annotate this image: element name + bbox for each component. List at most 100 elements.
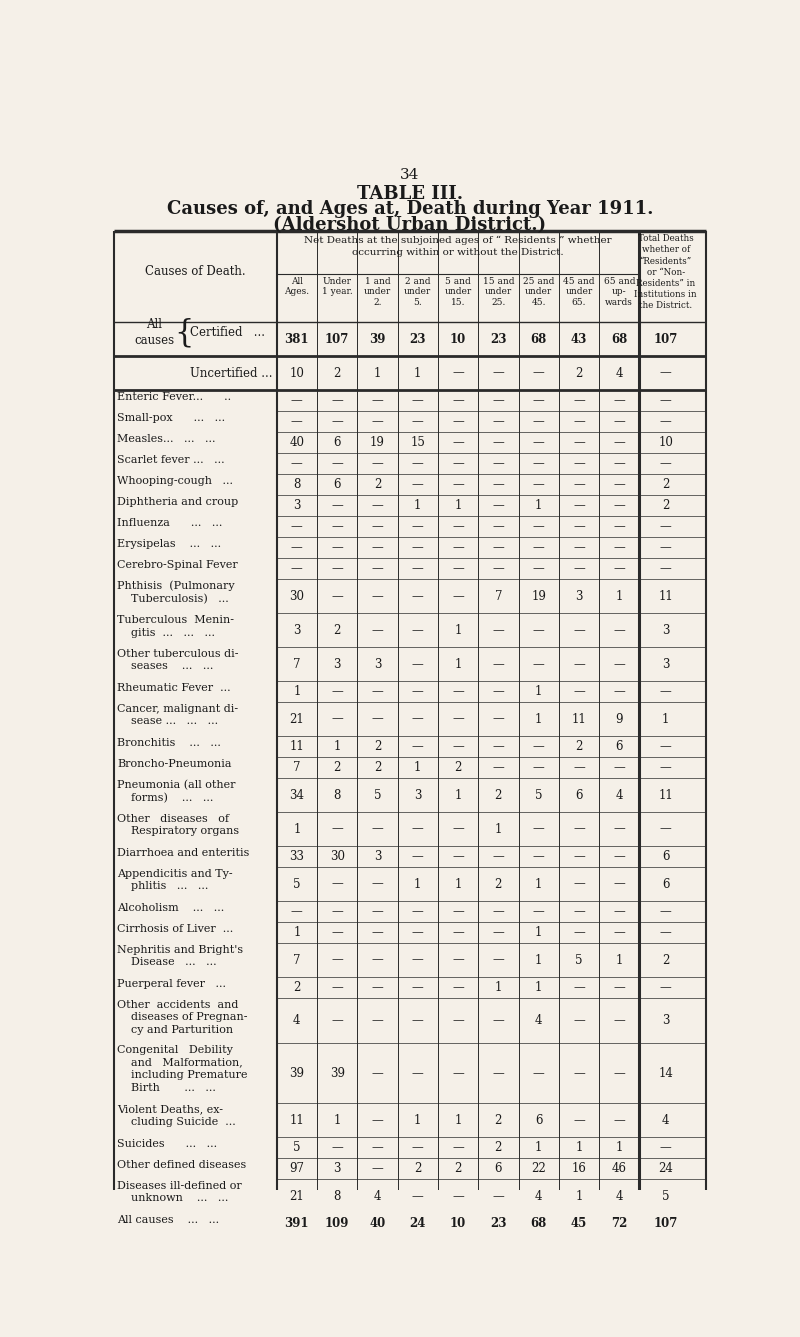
Text: —: — <box>614 927 625 939</box>
Text: 3: 3 <box>414 789 422 802</box>
Text: —: — <box>493 850 504 864</box>
Text: —: — <box>452 1140 464 1154</box>
Text: 10: 10 <box>658 436 673 449</box>
Text: —: — <box>452 436 464 449</box>
Text: 16: 16 <box>571 1162 586 1175</box>
Text: —: — <box>412 520 424 533</box>
Text: —: — <box>493 457 504 471</box>
Text: 43: 43 <box>570 333 587 346</box>
Text: —: — <box>371 713 383 726</box>
Text: —: — <box>573 685 585 698</box>
Text: 24: 24 <box>410 1217 426 1230</box>
Text: —: — <box>371 541 383 555</box>
Text: 8: 8 <box>334 1190 341 1202</box>
Text: —: — <box>452 981 464 993</box>
Text: Puerperal fever   ...: Puerperal fever ... <box>117 979 226 988</box>
Text: —: — <box>371 520 383 533</box>
Text: —: — <box>291 457 302 471</box>
Text: 46: 46 <box>612 1162 626 1175</box>
Text: 2: 2 <box>494 789 502 802</box>
Text: —: — <box>331 981 343 993</box>
Text: 3: 3 <box>334 658 341 671</box>
Text: 2: 2 <box>494 877 502 890</box>
Text: —: — <box>614 1015 625 1027</box>
Text: —: — <box>533 394 545 406</box>
Text: 68: 68 <box>530 1217 546 1230</box>
Text: —: — <box>412 850 424 864</box>
Text: —: — <box>493 685 504 698</box>
Text: —: — <box>371 927 383 939</box>
Text: —: — <box>614 850 625 864</box>
Text: —: — <box>614 394 625 406</box>
Text: —: — <box>614 822 625 836</box>
Text: —: — <box>614 499 625 512</box>
Text: 39: 39 <box>290 1067 304 1080</box>
Text: —: — <box>331 877 343 890</box>
Text: —: — <box>493 1190 504 1202</box>
Text: 3: 3 <box>662 1015 670 1027</box>
Text: —: — <box>331 414 343 428</box>
Text: —: — <box>573 520 585 533</box>
Text: 6: 6 <box>662 877 670 890</box>
Text: —: — <box>493 953 504 967</box>
Text: —: — <box>291 541 302 555</box>
Text: —: — <box>493 436 504 449</box>
Text: 21: 21 <box>290 713 304 726</box>
Text: —: — <box>660 457 672 471</box>
Text: 2: 2 <box>334 761 341 774</box>
Text: 10: 10 <box>290 366 304 380</box>
Text: —: — <box>412 479 424 491</box>
Text: —: — <box>614 436 625 449</box>
Text: 24: 24 <box>658 1162 673 1175</box>
Text: —: — <box>331 1140 343 1154</box>
Text: —: — <box>412 541 424 555</box>
Text: —: — <box>493 623 504 636</box>
Text: 107: 107 <box>325 333 350 346</box>
Text: —: — <box>533 563 545 575</box>
Text: —: — <box>371 394 383 406</box>
Text: —: — <box>614 541 625 555</box>
Text: —: — <box>452 905 464 919</box>
Text: —: — <box>331 541 343 555</box>
Text: 3: 3 <box>374 850 381 864</box>
Text: —: — <box>452 563 464 575</box>
Text: —: — <box>660 1140 672 1154</box>
Text: —: — <box>573 499 585 512</box>
Text: Whooping-cough   ...: Whooping-cough ... <box>117 476 233 485</box>
Text: —: — <box>573 623 585 636</box>
Text: Diseases ill-defined or
    unknown    ...   ...: Diseases ill-defined or unknown ... ... <box>117 1181 242 1203</box>
Text: —: — <box>452 541 464 555</box>
Text: 65 and
up-
wards: 65 and up- wards <box>603 277 635 308</box>
Text: —: — <box>573 479 585 491</box>
Text: —: — <box>331 590 343 603</box>
Text: 33: 33 <box>290 850 304 864</box>
Text: 1: 1 <box>293 685 301 698</box>
Text: 1: 1 <box>575 1190 582 1202</box>
Text: —: — <box>331 563 343 575</box>
Text: —: — <box>371 685 383 698</box>
Text: —: — <box>291 414 302 428</box>
Text: —: — <box>573 927 585 939</box>
Text: —: — <box>660 541 672 555</box>
Text: 1: 1 <box>454 877 462 890</box>
Text: —: — <box>573 850 585 864</box>
Text: Uncertified ...: Uncertified ... <box>190 366 272 380</box>
Text: 1: 1 <box>535 953 542 967</box>
Text: 25 and
under
45.: 25 and under 45. <box>523 277 554 308</box>
Text: —: — <box>371 623 383 636</box>
Text: —: — <box>331 905 343 919</box>
Text: —: — <box>371 1162 383 1175</box>
Text: 2: 2 <box>414 1162 422 1175</box>
Text: Scarlet fever ...   ...: Scarlet fever ... ... <box>117 455 225 465</box>
Text: —: — <box>371 457 383 471</box>
Text: Causes of, and Ages at, Death during Year 1911.: Causes of, and Ages at, Death during Yea… <box>166 201 654 218</box>
Text: —: — <box>660 414 672 428</box>
Text: 4: 4 <box>374 1190 381 1202</box>
Text: 1: 1 <box>535 713 542 726</box>
Text: 1: 1 <box>615 1140 623 1154</box>
Text: 3: 3 <box>293 623 301 636</box>
Text: —: — <box>331 457 343 471</box>
Text: 5: 5 <box>662 1190 670 1202</box>
Text: —: — <box>452 394 464 406</box>
Text: —: — <box>493 541 504 555</box>
